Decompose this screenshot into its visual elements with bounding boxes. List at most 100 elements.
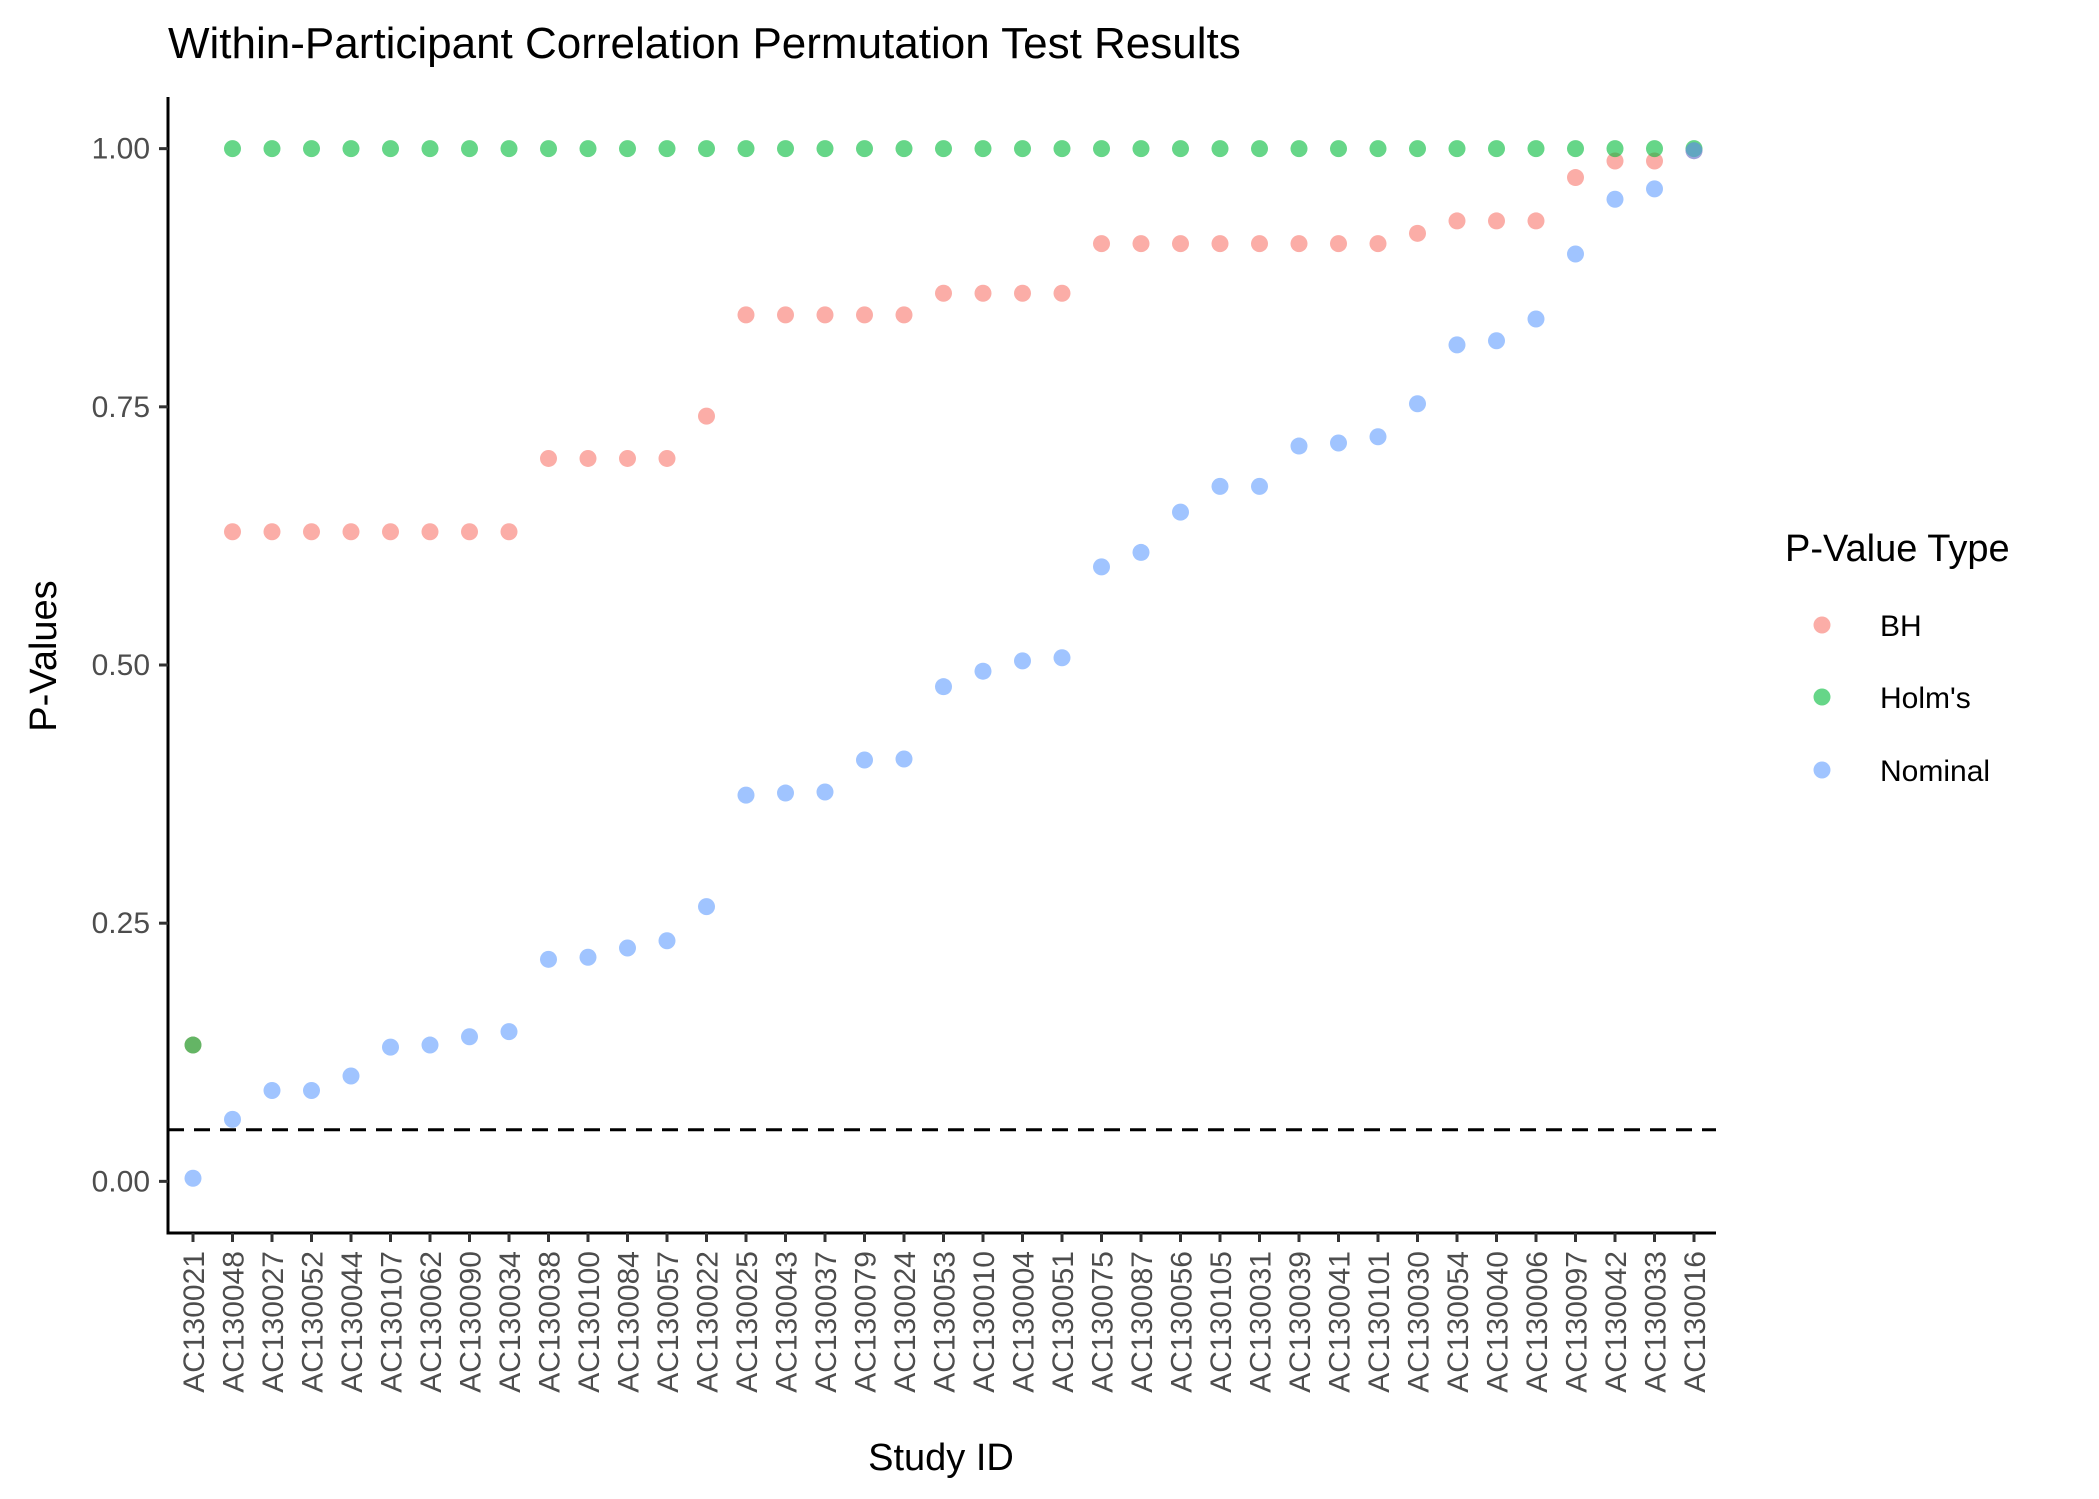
data-point	[974, 662, 992, 680]
data-point	[1172, 235, 1189, 253]
data-point	[1646, 152, 1663, 170]
data-point	[1448, 140, 1466, 158]
data-point	[737, 140, 755, 158]
data-point	[500, 1023, 518, 1041]
data-point	[1488, 332, 1505, 350]
x-tick-label: AC130044	[336, 1251, 369, 1393]
data-point	[1172, 503, 1189, 521]
data-point	[737, 786, 755, 804]
legend-key	[1813, 761, 1831, 779]
data-point	[421, 523, 439, 541]
data-point	[461, 140, 478, 158]
data-point	[777, 140, 794, 158]
data-point	[303, 523, 320, 541]
data-point	[1567, 140, 1584, 158]
data-point	[263, 523, 281, 541]
x-tick-label: AC130034	[494, 1251, 527, 1393]
x-tick-label: AC130057	[652, 1251, 685, 1393]
x-tick-label: AC130022	[692, 1251, 725, 1393]
data-point	[1646, 140, 1663, 158]
x-tick-label: AC130105	[1205, 1251, 1238, 1393]
legend-key	[1813, 616, 1831, 634]
data-point	[737, 306, 755, 324]
y-tick-label: 0.00	[92, 1165, 150, 1198]
data-point	[1132, 543, 1150, 561]
data-point	[303, 1081, 320, 1099]
data-point	[1053, 140, 1071, 158]
x-tick-label: AC130038	[534, 1251, 567, 1393]
data-point	[658, 932, 676, 950]
data-point	[1606, 190, 1624, 208]
series-nominal	[184, 142, 1703, 1187]
data-point	[1330, 235, 1347, 253]
data-point	[619, 140, 636, 158]
x-tick-label: AC130048	[218, 1251, 251, 1393]
data-point	[816, 306, 834, 324]
data-point	[382, 140, 399, 158]
data-point	[382, 1038, 399, 1056]
data-point	[461, 1028, 478, 1046]
x-tick-label: AC130062	[415, 1251, 448, 1393]
data-point	[777, 306, 794, 324]
data-point	[1448, 212, 1466, 230]
y-tick-label: 0.25	[92, 907, 150, 940]
x-tick-label: AC130025	[731, 1251, 764, 1393]
data-point	[1053, 649, 1071, 667]
legend-item: BH	[1813, 610, 1922, 643]
x-tick-label: AC130021	[178, 1251, 211, 1393]
data-point	[421, 1036, 439, 1054]
data-point	[935, 284, 952, 302]
data-point	[1014, 652, 1031, 670]
data-point	[1172, 140, 1189, 158]
data-point	[1251, 140, 1268, 158]
data-point	[658, 449, 676, 467]
x-tick-label: AC130037	[810, 1251, 843, 1393]
x-tick-label: AC130010	[968, 1251, 1001, 1393]
data-point	[1448, 336, 1466, 354]
y-axis-title: P-Values	[23, 580, 65, 731]
data-point	[1527, 212, 1545, 230]
x-tick-label: AC130041	[1324, 1251, 1357, 1393]
x-tick-label: AC130042	[1600, 1251, 1633, 1393]
data-point	[1409, 224, 1426, 242]
x-tick-label: AC130053	[929, 1251, 962, 1393]
data-point	[658, 140, 676, 158]
data-point	[1606, 140, 1624, 158]
x-tick-label: AC130087	[1126, 1251, 1159, 1393]
data-point	[1409, 140, 1426, 158]
data-point	[698, 407, 715, 425]
data-point	[1527, 140, 1545, 158]
data-point	[1527, 310, 1545, 328]
data-point	[1132, 235, 1150, 253]
data-point	[1567, 169, 1584, 187]
data-point	[816, 783, 834, 801]
data-point	[974, 284, 992, 302]
x-axis-title: Study ID	[868, 1437, 1014, 1479]
data-point	[1014, 140, 1031, 158]
data-point	[1251, 235, 1268, 253]
x-tick-label: AC130084	[613, 1251, 646, 1393]
data-point	[303, 140, 320, 158]
x-tick-label: AC130054	[1442, 1251, 1475, 1393]
data-point	[1093, 235, 1110, 253]
series-bh	[184, 142, 1703, 1054]
x-tick-label: AC130039	[1284, 1251, 1317, 1393]
legend-key	[1813, 688, 1831, 706]
data-point	[1369, 235, 1387, 253]
data-point	[421, 140, 439, 158]
y-tick-label: 0.50	[92, 649, 150, 682]
data-point	[816, 140, 834, 158]
data-point	[698, 140, 715, 158]
data-point	[974, 140, 992, 158]
data-point	[461, 523, 478, 541]
y-tick-label: 1.00	[92, 133, 150, 166]
data-point	[1606, 152, 1624, 170]
x-tick-label: AC130051	[1047, 1251, 1080, 1393]
x-tick-label: AC130027	[257, 1251, 290, 1393]
data-point	[184, 1169, 202, 1187]
data-point	[1330, 434, 1347, 452]
data-point	[263, 140, 281, 158]
plot-area	[168, 140, 1716, 1187]
